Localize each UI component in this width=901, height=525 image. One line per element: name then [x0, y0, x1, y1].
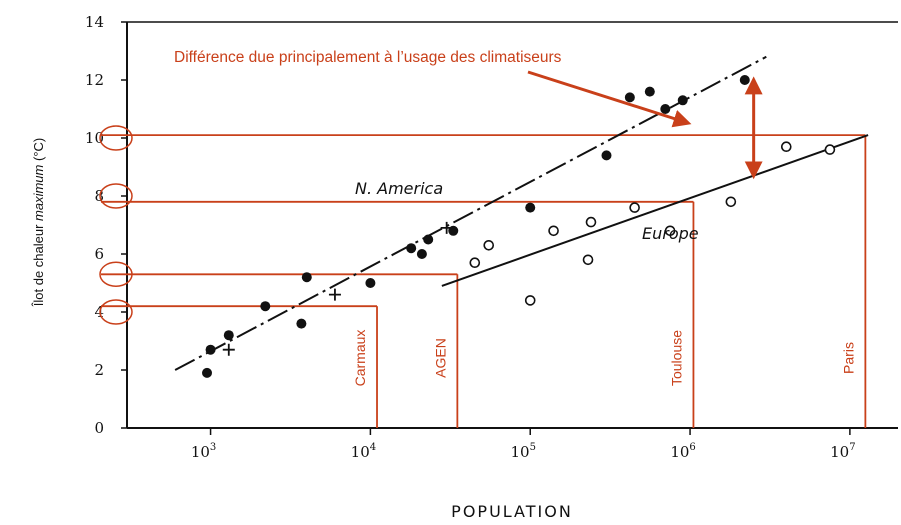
- data-point-open: [780, 141, 792, 152]
- highlight-circle: [99, 125, 133, 151]
- x-tick-label: 107: [830, 442, 855, 461]
- data-point-open: [469, 257, 481, 269]
- data-point-filled: [223, 330, 234, 341]
- y-axis-label-prefix: Îlot de chaleur: [31, 221, 46, 307]
- y-tick-label: 10: [85, 129, 104, 147]
- data-point-filled: [525, 202, 536, 213]
- y-tick-label: 4: [94, 303, 104, 321]
- x-tick-exponent: 6: [689, 442, 695, 453]
- y-tick-group: 0 2 4 6 8 10 12 14: [85, 13, 133, 437]
- x-tick-exponent: 4: [370, 442, 376, 453]
- y-axis-label: Îlot de chaleur maximum (°C): [31, 138, 46, 307]
- highlight-circle: [99, 299, 133, 325]
- data-point-filled: [406, 243, 417, 254]
- data-point-filled: [644, 86, 655, 97]
- y-axis-label-suffix: (°C): [31, 138, 46, 165]
- data-point-plus: [440, 221, 453, 234]
- x-axis-label: POPULATION: [451, 502, 573, 521]
- y-tick-label: 0: [94, 419, 104, 437]
- y-tick-label: 8: [94, 187, 104, 205]
- x-tick-label: 103: [191, 442, 216, 461]
- data-point-plus: [328, 288, 341, 301]
- x-tick-base: 10: [351, 443, 370, 461]
- data-point-filled: [660, 104, 671, 114]
- city-labels: Carmaux AGEN Toulouse Paris: [352, 330, 856, 387]
- y-tick-label: 6: [94, 245, 104, 263]
- trend-line: [441, 134, 869, 287]
- city-label: AGEN: [432, 338, 448, 378]
- annotation-text: Différence due principalement à l’usage …: [174, 49, 562, 66]
- x-tick-exponent: 5: [530, 442, 536, 453]
- y-tick-label: 12: [85, 71, 104, 89]
- data-point-filled: [423, 234, 434, 245]
- x-tick-base: 10: [830, 443, 849, 461]
- x-tick-exponent: 7: [849, 442, 855, 453]
- y-tick-label: 2: [94, 361, 104, 379]
- y-tick-label: 14: [85, 13, 104, 31]
- trend-line: [174, 55, 767, 371]
- data-point-open: [582, 254, 594, 266]
- series-label-north-america: N. America: [355, 179, 443, 198]
- data-point-filled: [301, 272, 312, 283]
- data-point-filled: [202, 367, 213, 378]
- city-label: Toulouse: [668, 330, 684, 386]
- data-point-filled: [296, 318, 307, 329]
- x-tick-base: 10: [510, 443, 529, 461]
- data-point-open: [664, 225, 676, 237]
- x-tick-exponent: 3: [210, 442, 216, 453]
- x-tick-label: 105: [510, 442, 535, 461]
- city-label: Carmaux: [352, 330, 368, 387]
- data-point-filled: [601, 150, 612, 161]
- series-label-europe: Europe: [642, 224, 699, 243]
- data-point-filled: [416, 249, 427, 259]
- highlight-circle: [99, 183, 133, 209]
- data-point-open: [483, 240, 495, 251]
- data-point-filled: [260, 301, 271, 312]
- x-tick-base: 10: [670, 443, 689, 461]
- data-point-open: [524, 295, 536, 306]
- data-points: [202, 75, 836, 378]
- data-point-filled: [624, 92, 635, 103]
- x-tick-base: 10: [191, 443, 210, 461]
- x-tick-label: 104: [351, 442, 376, 461]
- data-point-open: [824, 144, 836, 155]
- data-point-open: [725, 196, 737, 208]
- data-point-plus: [222, 343, 235, 356]
- data-point-filled: [205, 344, 216, 355]
- data-point-open: [548, 225, 559, 237]
- data-point-open: [585, 216, 597, 228]
- city-guide-lines: [101, 134, 867, 428]
- data-point-filled: [365, 278, 376, 288]
- y-axis-label-emphasis: maximum: [31, 164, 46, 221]
- data-point-open: [629, 202, 640, 213]
- trend-lines: [174, 55, 869, 371]
- x-tick-label: 106: [670, 442, 695, 461]
- annotation-arrow: [527, 70, 692, 128]
- data-point-filled: [739, 75, 750, 85]
- x-tick-group: 103 104 105 106 107: [191, 428, 856, 461]
- city-label: Paris: [840, 342, 856, 374]
- data-point-filled: [677, 95, 688, 106]
